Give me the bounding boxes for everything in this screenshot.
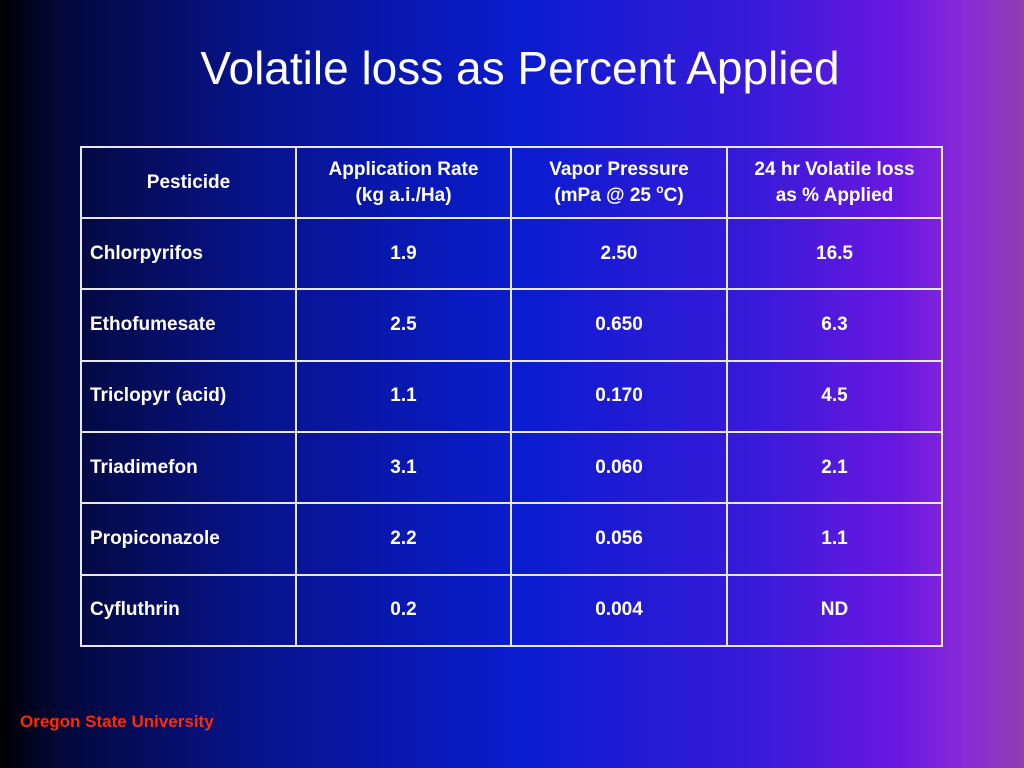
cell-vapor-pressure: 2.50 bbox=[510, 216, 728, 291]
table-row: Cyfluthrin 0.2 0.004 ND bbox=[80, 573, 943, 648]
cell-vapor-pressure: 0.004 bbox=[510, 573, 728, 648]
cell-volatile-loss: 4.5 bbox=[726, 359, 943, 433]
header-application-rate: Application Rate (kg a.i./Ha) bbox=[295, 146, 512, 219]
cell-vapor-pressure: 0.056 bbox=[510, 502, 728, 576]
cell-vapor-pressure: 0.650 bbox=[510, 288, 728, 362]
header-application-rate-line2: (kg a.i./Ha) bbox=[355, 184, 452, 206]
cell-vapor-pressure: 0.060 bbox=[510, 430, 728, 505]
header-pesticide: Pesticide bbox=[80, 146, 297, 219]
cell-volatile-loss: ND bbox=[726, 573, 943, 648]
header-volatile-loss: 24 hr Volatile loss as % Applied bbox=[726, 146, 943, 219]
header-volatile-loss-line1: 24 hr Volatile loss bbox=[754, 158, 915, 180]
cell-pesticide: Triadimefon bbox=[80, 430, 297, 505]
table-row: Triadimefon 3.1 0.060 2.1 bbox=[80, 430, 943, 505]
cell-application-rate: 2.5 bbox=[295, 288, 512, 362]
cell-vapor-pressure: 0.170 bbox=[510, 359, 728, 433]
header-vapor-pressure-line1: Vapor Pressure bbox=[549, 158, 689, 180]
cell-volatile-loss: 6.3 bbox=[726, 288, 943, 362]
cell-pesticide: Propiconazole bbox=[80, 502, 297, 576]
pesticide-table: Pesticide Application Rate (kg a.i./Ha) … bbox=[80, 146, 943, 648]
table-row: Triclopyr (acid) 1.1 0.170 4.5 bbox=[80, 359, 943, 433]
table-row: Ethofumesate 2.5 0.650 6.3 bbox=[80, 288, 943, 362]
header-vapor-pressure-line2-pre: (mPa @ 25 bbox=[554, 184, 657, 206]
table-row: Propiconazole 2.2 0.056 1.1 bbox=[80, 502, 943, 576]
cell-pesticide: Ethofumesate bbox=[80, 288, 297, 362]
table-row: Chlorpyrifos 1.9 2.50 16.5 bbox=[80, 216, 943, 291]
slide-title: Volatile loss as Percent Applied bbox=[200, 42, 840, 94]
cell-pesticide: Triclopyr (acid) bbox=[80, 359, 297, 433]
cell-application-rate: 3.1 bbox=[295, 430, 512, 505]
header-vapor-pressure: Vapor Pressure (mPa @ 25 oC) bbox=[510, 146, 728, 219]
header-volatile-loss-line2: as % Applied bbox=[775, 184, 894, 206]
cell-volatile-loss: 2.1 bbox=[726, 430, 943, 505]
cell-application-rate: 0.2 bbox=[295, 573, 512, 648]
cell-pesticide: Cyfluthrin bbox=[80, 573, 297, 648]
table-header-row: Pesticide Application Rate (kg a.i./Ha) … bbox=[80, 146, 943, 219]
cell-application-rate: 1.9 bbox=[295, 216, 512, 291]
cell-application-rate: 2.2 bbox=[295, 502, 512, 576]
footer-university: Oregon State University bbox=[20, 712, 214, 731]
header-vapor-pressure-line2-post: C) bbox=[663, 184, 684, 206]
cell-volatile-loss: 16.5 bbox=[726, 216, 943, 291]
cell-pesticide: Chlorpyrifos bbox=[80, 216, 297, 291]
cell-application-rate: 1.1 bbox=[295, 359, 512, 433]
header-vapor-pressure-degree: o bbox=[656, 181, 664, 196]
header-application-rate-line1: Application Rate bbox=[328, 158, 479, 180]
cell-volatile-loss: 1.1 bbox=[726, 502, 943, 576]
